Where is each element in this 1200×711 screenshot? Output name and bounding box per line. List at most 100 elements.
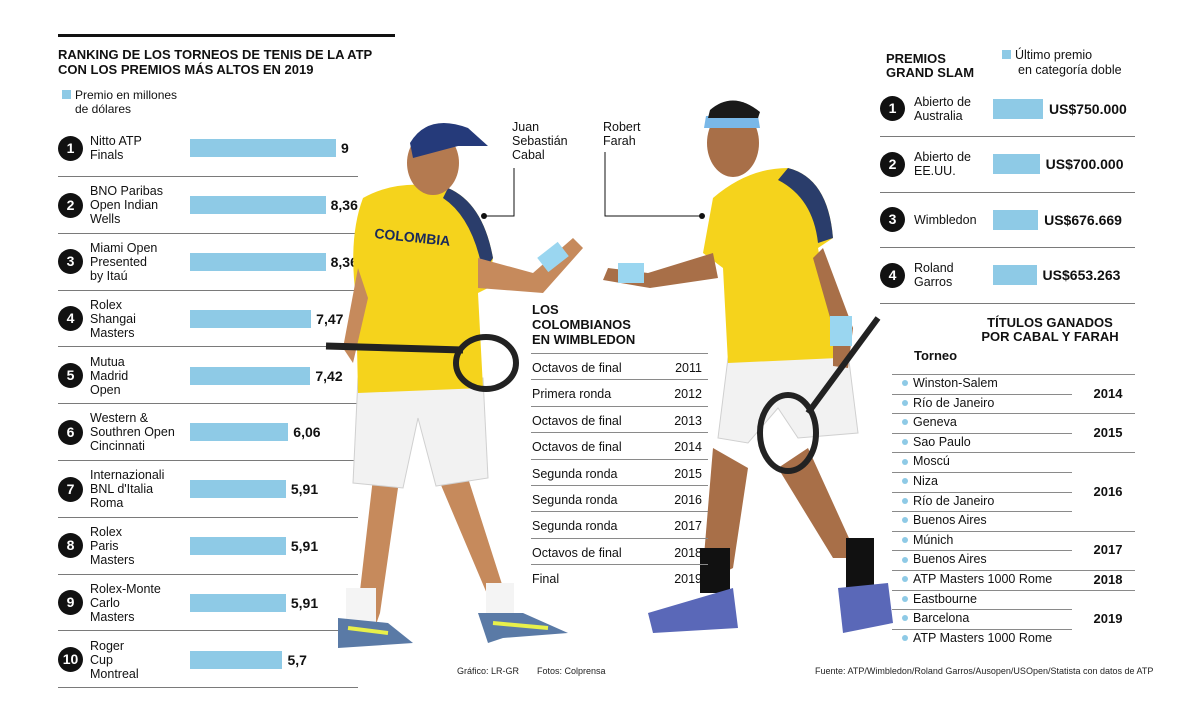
caption-cabal: Juan Sebastián Cabal bbox=[512, 120, 568, 162]
ranking-legend: Premio en millones de dólares bbox=[62, 88, 232, 116]
tournament-name-line: Roger bbox=[90, 638, 125, 653]
wimbledon-result: Segunda ronda bbox=[532, 493, 618, 507]
ranking-row: 2 BNO Paribas Open Indian Wells 8,36 bbox=[58, 177, 358, 234]
leader-line-cabal bbox=[484, 168, 515, 217]
ranking-bar bbox=[190, 423, 289, 442]
titles-year-rule bbox=[892, 589, 1135, 591]
wimbledon-year: 2018 bbox=[674, 545, 702, 560]
wimbledon-row: Segunda ronda 2015 bbox=[531, 460, 708, 486]
tournament-name-line: by Itaú bbox=[90, 268, 128, 283]
wimbledon-result: Octavos de final bbox=[532, 413, 622, 428]
title-tournament-name: Eastbourne bbox=[913, 591, 977, 606]
wimbledon-row: Octavos de final 2014 bbox=[531, 433, 708, 460]
rank-badge: 7 bbox=[58, 476, 83, 502]
caption-cabal-line: Sebastián bbox=[512, 134, 568, 148]
shirt-label: COLOMBIA bbox=[374, 225, 451, 249]
gs-rank-badge: 2 bbox=[880, 151, 905, 177]
tournament-name-line: Carlo bbox=[90, 595, 120, 610]
grand-slam-row: 1 Abierto de Australia US$750.000 bbox=[880, 81, 1135, 137]
tournament-name-line: Miami Open bbox=[90, 240, 158, 255]
gs-rank-badge: 1 bbox=[880, 96, 905, 122]
title-tournament: Barcelona bbox=[902, 609, 1072, 629]
tournament-name-line: Nitto ATP bbox=[90, 134, 142, 149]
title-tournament-name: Buenos Aires bbox=[913, 513, 987, 528]
wimbledon-top-rule bbox=[531, 353, 708, 354]
rank-badge: 5 bbox=[58, 363, 83, 389]
titles-column-header: Torneo bbox=[914, 348, 958, 363]
ranking-value-label: 8,36 bbox=[330, 197, 358, 214]
titles-title-line: TÍTULOS GANADOS bbox=[987, 315, 1113, 330]
title-tournament-name: Niza bbox=[913, 474, 939, 488]
title-year: 2016 bbox=[1093, 483, 1123, 499]
tournament-name-line: Masters bbox=[90, 325, 135, 340]
bullet-dot bbox=[902, 478, 908, 485]
gs-tournament-name: Abierto de EE.UU. bbox=[914, 150, 994, 178]
ranking-row: 3 Miami Open Presented by Itaú 8,36 bbox=[58, 234, 358, 291]
credit-fuente: Fuente: ATP/Wimbledon/Roland Garros/Auso… bbox=[815, 666, 1154, 676]
title-tournament: Múnich bbox=[902, 531, 1072, 551]
tournament-name-line: Rolex-Monte bbox=[90, 581, 161, 596]
caption-cabal-line: Cabal bbox=[512, 148, 545, 162]
wimbledon-result: Final bbox=[532, 572, 560, 587]
wimbledon-row: Segunda ronda 2016 bbox=[531, 486, 708, 513]
titles-year-rule bbox=[892, 530, 1135, 532]
legend-swatch bbox=[62, 90, 71, 99]
bullet-dot bbox=[902, 497, 908, 504]
title-tournament-name: ATP Masters 1000 Rome bbox=[913, 572, 1053, 586]
tournament-name-line: BNO Paribas bbox=[90, 184, 163, 199]
grand-slam-legend: Último premio en categoría doble bbox=[1002, 48, 1142, 78]
rank-badge: 3 bbox=[58, 249, 83, 275]
tournament-name-line: Rolex bbox=[90, 297, 122, 312]
title-tournament: Río de Janeiro bbox=[902, 394, 1072, 414]
ranking-title-line1: RANKING DE LOS TORNEOS DE TENIS DE LA AT… bbox=[58, 47, 373, 62]
gs-tournament-name-line: Abierto de bbox=[914, 150, 971, 165]
wimbledon-year: 2017 bbox=[674, 519, 702, 534]
bullet-dot bbox=[902, 458, 908, 465]
gs-legend-line1: Último premio bbox=[1015, 48, 1093, 62]
title-tournament-name: Winston-Salem bbox=[913, 376, 998, 390]
titles-row-rule bbox=[892, 472, 1072, 473]
title-tournament-name: ATP Masters 1000 Rome bbox=[913, 630, 1053, 645]
tournament-name-line: Masters bbox=[90, 609, 135, 624]
ranking-row: 10 Roger Cup Montreal 5,7 bbox=[58, 631, 358, 689]
tournament-name-line: BNL d'Italia bbox=[90, 482, 154, 497]
bullet-dot bbox=[902, 576, 908, 583]
gs-tournament-name-line: Garros bbox=[914, 275, 953, 290]
title-tournament-name: Geneva bbox=[913, 415, 957, 430]
title-tournament-name: Barcelona bbox=[913, 611, 970, 626]
tournament-name: Rolex Paris Masters bbox=[90, 525, 190, 567]
grand-slam-value-label: US$653.263 bbox=[1042, 267, 1121, 284]
ranking-value-label: 7,42 bbox=[315, 367, 343, 384]
bullet-dot bbox=[902, 439, 908, 445]
tournament-name-line: Finals bbox=[90, 148, 124, 163]
titles-row-rule bbox=[892, 628, 1072, 630]
ranking-value-label: 5,7 bbox=[287, 651, 307, 668]
grand-slam-title-line: PREMIOS bbox=[886, 51, 946, 66]
title-tournament: Eastbourne bbox=[902, 590, 1072, 610]
credit-grafico: Gráfico: LR-GR bbox=[457, 666, 520, 676]
title-tournament: Moscú bbox=[902, 452, 1072, 472]
rank-badge: 10 bbox=[58, 647, 83, 673]
ranking-bar bbox=[190, 252, 326, 271]
title-tournament: Río de Janeiro bbox=[902, 492, 1072, 512]
ranking-bar bbox=[190, 309, 312, 328]
title-tournament: Buenos Aires bbox=[902, 550, 1072, 570]
bullet-dot bbox=[902, 615, 908, 622]
legend-swatch bbox=[1002, 50, 1011, 59]
titles-row-rule bbox=[892, 511, 1072, 513]
ranking-row: 6 Western & Southren Open Cincinnati 6,06 bbox=[58, 404, 358, 461]
rank-badge: 9 bbox=[58, 590, 83, 616]
grand-slam-bar bbox=[993, 265, 1037, 286]
title-tournament: ATP Masters 1000 Rome bbox=[902, 629, 1072, 649]
titles-top-rule bbox=[892, 374, 1135, 375]
wimbledon-result: Segunda ronda bbox=[532, 466, 618, 481]
tournament-name: Western & Southren Open Cincinnati bbox=[90, 411, 190, 453]
titles-row-rule bbox=[892, 432, 1072, 434]
title-year: 2014 bbox=[1093, 385, 1123, 401]
titles-row-rule bbox=[892, 491, 1072, 493]
bullet-dot bbox=[902, 399, 908, 406]
ranking-value-label: 5,91 bbox=[290, 481, 319, 498]
rank-badge: 4 bbox=[58, 306, 83, 332]
ranking-bar bbox=[190, 593, 286, 612]
caption-farah: Robert Farah bbox=[603, 120, 641, 148]
